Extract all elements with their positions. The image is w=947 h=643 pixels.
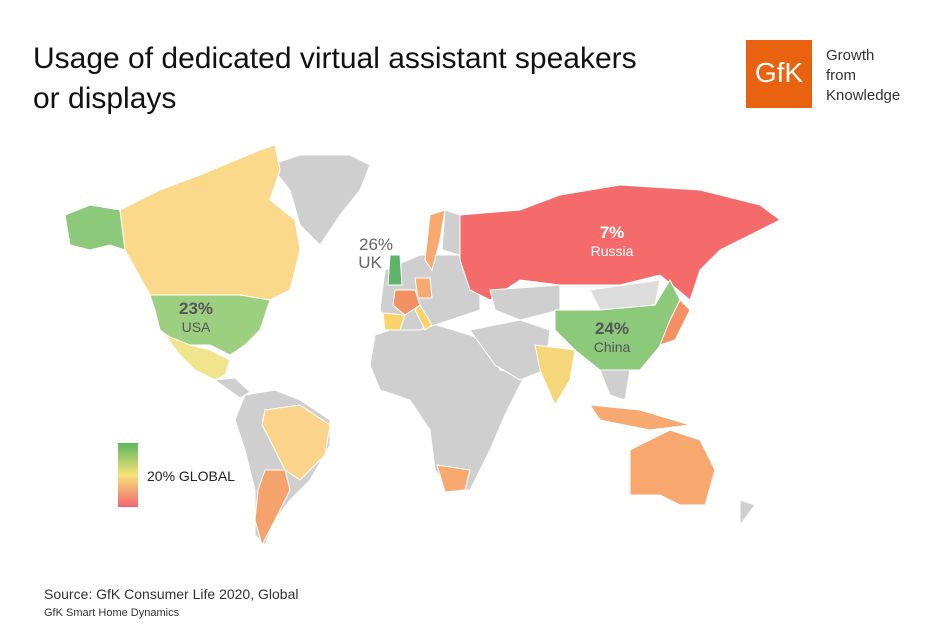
map-value: 23%: [179, 299, 213, 318]
map-value: 26%: [359, 235, 393, 254]
logo-mark: GfK: [755, 57, 804, 88]
note: GfK Smart Home Dynamics: [44, 607, 180, 619]
map-country: Russia: [591, 243, 634, 259]
title: Usage of dedicated virtual assistant spe…: [33, 42, 637, 75]
tagline: Knowledge: [826, 87, 900, 104]
tagline: from: [826, 67, 856, 84]
world-map: [64, 144, 781, 547]
map-country: UK: [358, 253, 382, 272]
map-value: 7%: [600, 223, 625, 242]
source: Source: GfK Consumer Life 2020, Global: [44, 586, 298, 602]
tagline: Growth: [826, 47, 874, 64]
logo: [746, 40, 812, 108]
map-value: 24%: [595, 319, 629, 338]
legend-gradient: [118, 443, 138, 507]
map-country: China: [594, 339, 631, 355]
legend-label: 20% GLOBAL: [147, 468, 235, 484]
map-country: USA: [182, 319, 211, 335]
title: or displays: [33, 82, 176, 115]
